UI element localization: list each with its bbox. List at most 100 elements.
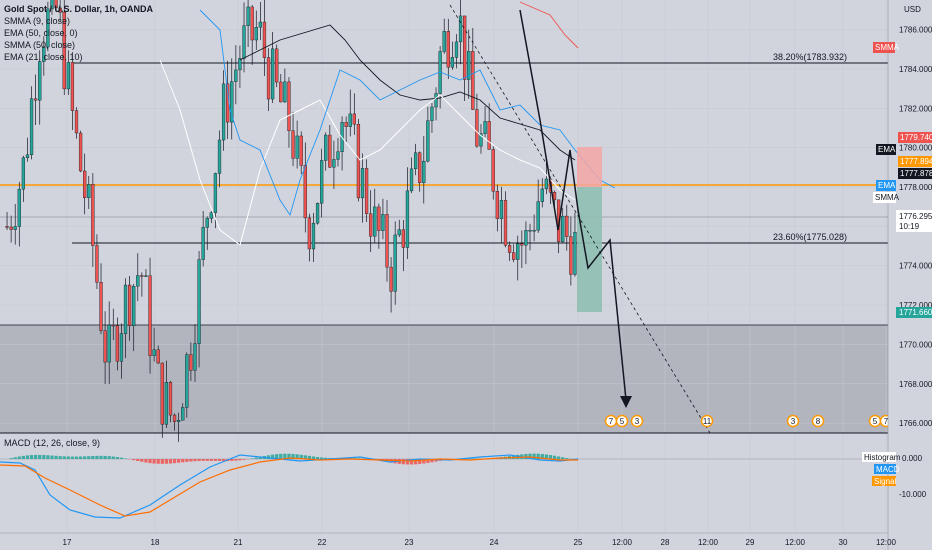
macd-histogram-bar [152, 459, 156, 464]
macd-histogram-bar [548, 455, 553, 459]
event-markers[interactable]: 7 5 3 11 3 8 5 7 [604, 414, 893, 428]
candle-body [164, 382, 169, 425]
macd-histogram-bar [62, 456, 66, 459]
event-marker-label: 3 [791, 417, 796, 426]
y-tick-label: 1784.000 [899, 65, 932, 74]
macd-histogram-bar [242, 459, 246, 460]
candle-body [463, 15, 467, 80]
macd-histogram-bar [87, 456, 91, 459]
macd-histogram-bar [132, 459, 136, 461]
projection-arrowhead [620, 396, 632, 408]
candle-body [524, 230, 528, 246]
event-marker[interactable]: 5 [615, 414, 629, 428]
event-marker[interactable]: 3 [630, 414, 644, 428]
x-tick-label: 22 [318, 538, 327, 547]
macd-histogram-bar [107, 456, 111, 459]
candle-body [95, 245, 99, 283]
x-tick-label: 12:00 [876, 538, 897, 547]
candle-body [234, 69, 238, 82]
x-axis-labels[interactable]: 17 18 21 22 23 24 25 12:00 28 12:00 29 12:00 30 12:00 [63, 538, 897, 547]
candle-body [356, 124, 361, 199]
target-tag [896, 307, 932, 318]
candle-body [29, 98, 34, 156]
candle-body [434, 93, 438, 108]
macd-pane[interactable] [0, 453, 888, 519]
x-tick-label: 17 [63, 538, 72, 547]
macd-histogram-bar [254, 457, 258, 459]
candle-body [450, 57, 455, 68]
candle-body [483, 121, 487, 134]
macd-histogram-bar [177, 459, 181, 463]
event-marker[interactable]: 3 [786, 414, 800, 428]
macd-tick-zero: 0.000 [902, 454, 923, 463]
macd-histogram-bar [17, 456, 21, 459]
event-marker[interactable]: 5 [868, 414, 882, 428]
stop-loss-box[interactable] [577, 147, 602, 187]
x-tick-label: 18 [151, 538, 160, 547]
macd-histogram-bar [156, 459, 160, 464]
candle-body [442, 31, 446, 52]
macd-histogram-bar [287, 453, 291, 459]
candle-body [315, 202, 320, 224]
candle-body [152, 349, 156, 356]
candle-body [467, 51, 471, 80]
indicator-smma-50[interactable]: SMMA (50, close) [4, 40, 76, 50]
ema-mid-label: EMA [878, 181, 896, 190]
event-marker-label: 5 [620, 417, 625, 426]
event-marker[interactable]: 8 [811, 414, 825, 428]
macd-histogram-bar [193, 459, 197, 462]
indicator-ema-50[interactable]: EMA (50, close, 0) [4, 28, 78, 38]
macd-histogram-bar [83, 456, 87, 459]
symbol-title[interactable]: Gold Spot / U.S. Dollar, 1h, OANDA [4, 4, 154, 14]
indicator-ema-21[interactable]: EMA (21, close, 10) [4, 52, 83, 62]
indicator-smma-9[interactable]: SMMA (9, close) [4, 16, 71, 26]
event-marker[interactable]: 7 [604, 414, 618, 428]
macd-histogram-bar [409, 459, 414, 465]
macd-histogram-bar [160, 459, 164, 464]
macd-histogram-bar [556, 456, 561, 459]
take-profit-box[interactable] [577, 187, 602, 312]
macd-histogram-bar [91, 455, 95, 459]
smma-mid-tag [873, 192, 896, 203]
candle-body [254, 27, 258, 41]
macd-histogram-bar [324, 457, 328, 459]
macd-histogram-bar [29, 455, 34, 459]
projection-path[interactable] [519, 9, 627, 401]
macd-tag [874, 464, 896, 474]
candle-body [87, 184, 91, 198]
signal-line [0, 456, 578, 517]
candle-body [270, 48, 275, 100]
event-marker[interactable]: 11 [700, 414, 714, 428]
macd-histogram-bar [413, 459, 418, 465]
macd-histogram-bar [13, 457, 17, 459]
event-marker-circle [615, 414, 629, 428]
candle-body [344, 122, 348, 127]
event-marker-circle [811, 414, 825, 428]
candle-body [111, 324, 115, 327]
candle-body [373, 206, 377, 237]
candle-body [295, 135, 299, 159]
macd-histogram-bar [70, 456, 75, 459]
candle-body [34, 98, 38, 101]
signal-tag-label: Signal [874, 477, 896, 486]
x-tick-label: 29 [746, 538, 755, 547]
candle-body [21, 157, 26, 190]
candle-body [320, 160, 324, 204]
candle-body [430, 106, 434, 121]
event-marker-label: 8 [816, 417, 821, 426]
macd-histogram-bar [103, 455, 107, 459]
candle-body [242, 25, 246, 59]
y-tick-label: 1780.000 [899, 144, 932, 153]
candle-body [495, 191, 499, 219]
macd-histogram-bar [230, 459, 234, 461]
macd-title[interactable]: MACD (12, 26, close, 9) [4, 438, 101, 448]
candle-body [193, 343, 197, 371]
y-tick-label: 1774.000 [899, 262, 932, 271]
candle-body [238, 58, 242, 71]
candle-body [50, 0, 54, 10]
candle-body [189, 354, 193, 371]
smma-tag-label: SMMA [875, 43, 900, 52]
candle-body [127, 284, 132, 326]
candle-body [479, 133, 483, 147]
